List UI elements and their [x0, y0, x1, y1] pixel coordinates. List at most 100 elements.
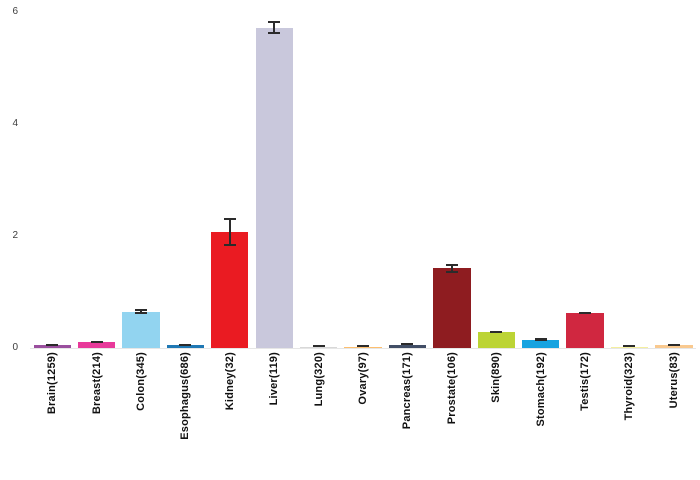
- bar-slot: [296, 12, 340, 348]
- x-tick-label: Stomach(192): [534, 352, 547, 427]
- x-label-slot: Pancreas(171): [385, 352, 429, 474]
- bar-pancreas: [388, 344, 427, 348]
- x-label-slot: Testis(172): [563, 352, 607, 474]
- x-label-slot: Uterus(83): [652, 352, 696, 474]
- bar-slot: [652, 12, 696, 348]
- error-bar: [135, 309, 148, 314]
- x-tick-label: Thyroid(323): [623, 352, 636, 421]
- error-bar-cap: [490, 330, 503, 333]
- error-bar: [623, 345, 636, 348]
- x-label-slot: Stomach(192): [518, 352, 562, 474]
- x-label-slot: Kidney(32): [208, 352, 252, 474]
- x-label-slot: Liver(119): [252, 352, 296, 474]
- bar-uterus: [655, 345, 693, 348]
- x-label-slot: Colon(345): [119, 352, 163, 474]
- x-tick-label: Kidney(32): [223, 352, 236, 411]
- error-bar-cap: [46, 343, 59, 346]
- bar-slot: [385, 12, 429, 348]
- x-tick-label: Ovary(97): [357, 352, 370, 405]
- error-bar: [46, 343, 59, 346]
- bar-slot: [518, 12, 562, 348]
- x-tick-label: Testis(172): [579, 352, 592, 411]
- bar-slot: [430, 12, 474, 348]
- x-tick-label: Skin(890): [490, 352, 503, 403]
- error-bar: [579, 311, 592, 314]
- error-bar: [357, 345, 370, 348]
- error-bar-stem: [140, 309, 143, 314]
- x-axis-labels: Brain(1259) Breast(214) Colon(345) Esophagu…: [30, 352, 696, 474]
- y-tick-label: 4: [12, 118, 18, 129]
- error-bar: [268, 20, 281, 35]
- bar-thyroid: [610, 346, 649, 348]
- error-bar-cap: [90, 340, 103, 343]
- bar-skin: [477, 331, 515, 348]
- bar-ovary: [344, 346, 382, 348]
- error-bar-cap: [445, 264, 458, 267]
- error-bar-cap: [268, 32, 281, 35]
- bar-esophagus: [166, 345, 205, 348]
- error-bar-cap: [135, 309, 148, 312]
- bar-slot: [607, 12, 651, 348]
- bar-slot: [563, 12, 607, 348]
- x-tick-label: Pancreas(171): [401, 352, 414, 430]
- bar-slot: [74, 12, 118, 348]
- bar-kidney: [211, 232, 249, 348]
- bar-slot: [30, 12, 74, 348]
- error-bar-stem: [228, 218, 231, 247]
- x-label-slot: Brain(1259): [30, 352, 74, 474]
- y-axis: 0 2 4 6: [0, 6, 24, 353]
- error-bar-cap: [223, 244, 236, 247]
- x-tick-label: Brain(1259): [46, 352, 59, 415]
- x-label-slot: Thyroid(323): [607, 352, 651, 474]
- error-bar: [401, 343, 414, 346]
- x-tick-label: Colon(345): [135, 352, 148, 411]
- bar-slot: [119, 12, 163, 348]
- bar-slot: [341, 12, 385, 348]
- error-bar-cap: [534, 339, 547, 342]
- x-label-slot: Prostate(106): [430, 352, 474, 474]
- x-label-slot: Ovary(97): [341, 352, 385, 474]
- x-tick-label: Lung(320): [312, 352, 325, 407]
- error-bar: [445, 264, 458, 273]
- x-axis-line: [30, 348, 696, 349]
- bar-breast: [77, 341, 116, 348]
- error-bar: [312, 345, 325, 348]
- error-bar-cap: [179, 343, 192, 346]
- x-label-slot: Skin(890): [474, 352, 518, 474]
- bar-liver: [255, 27, 293, 348]
- error-bar-stem: [450, 264, 453, 273]
- error-bar-cap: [667, 343, 680, 346]
- bar-stomach: [522, 339, 560, 348]
- error-bar-cap: [312, 345, 325, 348]
- error-bar: [490, 330, 503, 333]
- error-bar-cap: [223, 218, 236, 221]
- error-bar: [90, 340, 103, 343]
- error-bar: [223, 218, 236, 247]
- bar-slot: [163, 12, 207, 348]
- error-bar-cap: [135, 311, 148, 314]
- error-bar: [667, 343, 680, 346]
- error-bar-cap: [357, 345, 370, 348]
- x-tick-label: Breast(214): [90, 352, 103, 415]
- y-tick-label: 2: [12, 230, 18, 241]
- bar-prostate: [433, 268, 471, 348]
- y-tick-label: 6: [12, 6, 18, 17]
- x-tick-label: Uterus(83): [667, 352, 680, 409]
- error-bar-cap: [623, 345, 636, 348]
- plot-area: [30, 12, 696, 348]
- bar-slot: [252, 12, 296, 348]
- error-bar-cap: [579, 311, 592, 314]
- bar-brain: [33, 344, 71, 348]
- x-tick-label: Esophagus(686): [179, 352, 192, 440]
- x-label-slot: Breast(214): [74, 352, 118, 474]
- x-label-slot: Esophagus(686): [163, 352, 207, 474]
- error-bar-cap: [268, 20, 281, 23]
- y-tick-label: 0: [12, 342, 18, 353]
- bar-testis: [566, 312, 604, 348]
- x-tick-label: Prostate(106): [445, 352, 458, 425]
- bar-slot: [474, 12, 518, 348]
- bar-colon: [122, 311, 160, 348]
- error-bar-stem: [273, 20, 276, 35]
- error-bar: [179, 343, 192, 346]
